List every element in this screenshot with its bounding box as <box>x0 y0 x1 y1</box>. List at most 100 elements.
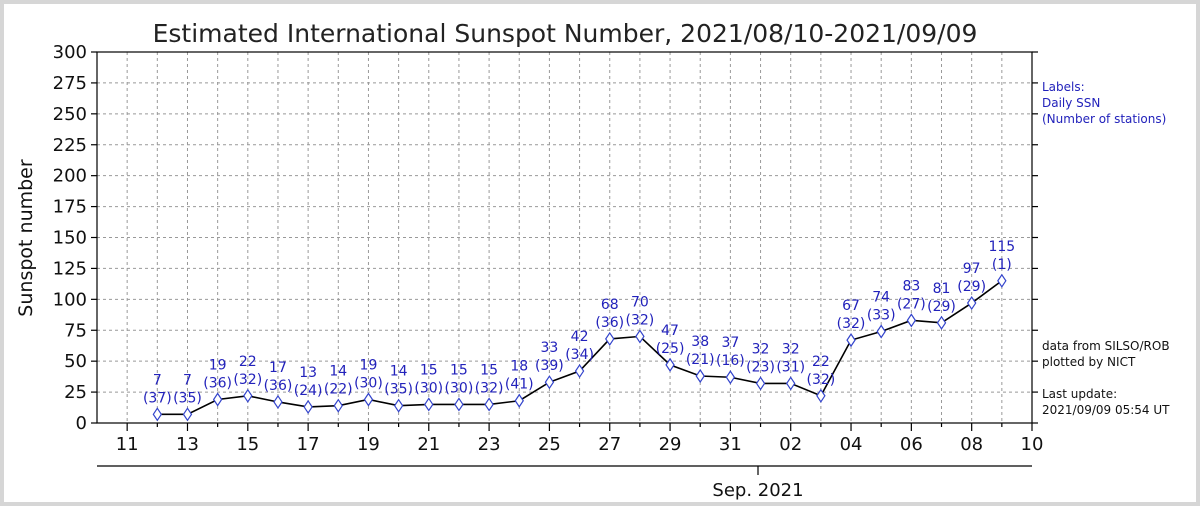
data-label-stations: (36) <box>203 376 232 392</box>
data-point-marker <box>393 398 404 413</box>
y-tick-label: 150 <box>53 228 87 249</box>
data-label-stations: (30) <box>414 380 443 396</box>
data-point-marker <box>605 331 615 346</box>
data-label-ssn: 14 <box>329 364 347 380</box>
data-label-stations: (16) <box>716 353 745 369</box>
data-label-stations: (21) <box>686 352 715 368</box>
data-point-marker <box>514 393 524 408</box>
data-label-ssn: 18 <box>510 359 528 375</box>
data-label-ssn: 15 <box>480 362 498 378</box>
data-label-stations: (33) <box>867 307 896 323</box>
data-point-marker <box>876 324 886 339</box>
data-label-ssn: 47 <box>661 323 679 339</box>
grid-lines <box>97 51 1032 424</box>
data-point-marker <box>574 363 585 379</box>
data-label-stations: (32) <box>233 372 262 388</box>
data-label-ssn: 67 <box>842 298 860 314</box>
data-label-ssn: 42 <box>571 329 589 345</box>
data-point-marker <box>635 329 645 344</box>
data-label-ssn: 17 <box>269 360 287 376</box>
y-axis-label: Sunspot number <box>15 159 37 317</box>
data-point-marker <box>936 315 947 330</box>
data-label-stations: (27) <box>897 296 926 312</box>
data-label-stations: (34) <box>565 347 594 363</box>
data-point-marker <box>333 398 344 413</box>
y-tick-label: 50 <box>64 351 87 372</box>
data-label-ssn: 32 <box>782 341 800 357</box>
data-label-stations: (1) <box>992 257 1012 273</box>
data-point-marker <box>273 394 283 410</box>
chart-title: Estimated International Sunspot Number, … <box>153 19 978 48</box>
data-label-ssn: 32 <box>752 341 770 357</box>
y-tick-label: 100 <box>53 289 87 310</box>
data-label-stations: (37) <box>143 390 172 406</box>
x-tick-label: 23 <box>478 434 501 455</box>
update-title: Last update: <box>1042 387 1117 401</box>
data-label-ssn: 13 <box>299 365 317 381</box>
data-label-stations: (36) <box>595 315 624 331</box>
data-point-marker <box>212 392 223 407</box>
x-tick-label: 19 <box>357 434 380 455</box>
labels-legend-title: Labels: <box>1042 80 1085 94</box>
data-point-marker <box>785 376 796 391</box>
data-label-ssn: 37 <box>721 335 739 351</box>
data-label-stations: (29) <box>927 299 956 315</box>
y-tick-label: 125 <box>53 258 87 279</box>
data-label-ssn: 115 <box>988 239 1015 255</box>
data-label-ssn: 70 <box>631 294 649 310</box>
data-label-stations: (39) <box>535 358 564 374</box>
data-label-stations: (30) <box>354 376 383 392</box>
data-label-stations: (22) <box>324 382 353 398</box>
data-label-ssn: 19 <box>209 358 227 374</box>
x-tick-label: 21 <box>417 434 440 455</box>
y-tick-label: 300 <box>53 42 87 63</box>
data-point-marker <box>695 368 705 384</box>
y-tick-label: 75 <box>64 320 87 341</box>
data-label-stations: (36) <box>264 378 293 394</box>
data-point-marker <box>303 399 313 415</box>
data-point-marker <box>363 392 374 407</box>
source-line1: data from SILSO/ROB <box>1042 339 1170 353</box>
data-point-marker <box>997 273 1007 288</box>
y-tick-label: 25 <box>64 382 87 403</box>
x-tick-label: 13 <box>176 434 199 455</box>
data-label-ssn: 19 <box>360 358 378 374</box>
x-tick-label: 08 <box>960 434 983 455</box>
data-label-stations: (35) <box>173 390 202 406</box>
data-point-marker <box>665 357 675 372</box>
data-point-marker <box>846 333 856 348</box>
data-label-ssn: 22 <box>239 354 257 370</box>
data-point-marker <box>484 397 494 412</box>
y-tick-label: 0 <box>76 413 87 434</box>
month-label: Sep. 2021 <box>712 480 803 501</box>
data-point-marker <box>152 407 163 422</box>
data-point-marker <box>454 397 464 412</box>
series-group: 7 (37) 7 (35) 19 (36) 22 (32) 17 (36) 13 (24) 14 (22)… <box>143 239 1015 422</box>
data-label-ssn: 38 <box>691 334 709 350</box>
data-label-stations: (32) <box>806 372 835 388</box>
data-label-stations: (25) <box>656 341 685 357</box>
data-point-marker <box>424 397 434 412</box>
data-label-ssn: 68 <box>601 297 619 313</box>
source-line2: plotted by NICT <box>1042 355 1136 369</box>
x-tick-label: 27 <box>598 434 621 455</box>
update-time: 2021/09/09 05:54 UT <box>1042 403 1170 417</box>
data-label-stations: (31) <box>776 359 805 375</box>
x-tick-label: 17 <box>297 434 320 455</box>
data-point-marker <box>906 313 917 328</box>
data-label-stations: (32) <box>626 312 655 328</box>
y-tick-label: 250 <box>53 104 87 125</box>
data-label-stations: (24) <box>294 383 323 399</box>
x-tick-label: 02 <box>779 434 802 455</box>
data-label-ssn: 7 <box>183 372 192 388</box>
data-label-stations: (35) <box>384 382 413 398</box>
data-point-marker <box>182 407 193 422</box>
data-label-ssn: 15 <box>420 362 438 378</box>
y-tick-label: 275 <box>53 73 87 94</box>
data-label-ssn: 15 <box>450 362 468 378</box>
data-label-ssn: 22 <box>812 354 830 370</box>
data-label-ssn: 33 <box>541 340 559 356</box>
x-tick-label: 29 <box>659 434 682 455</box>
y-tick-label: 225 <box>53 135 87 156</box>
